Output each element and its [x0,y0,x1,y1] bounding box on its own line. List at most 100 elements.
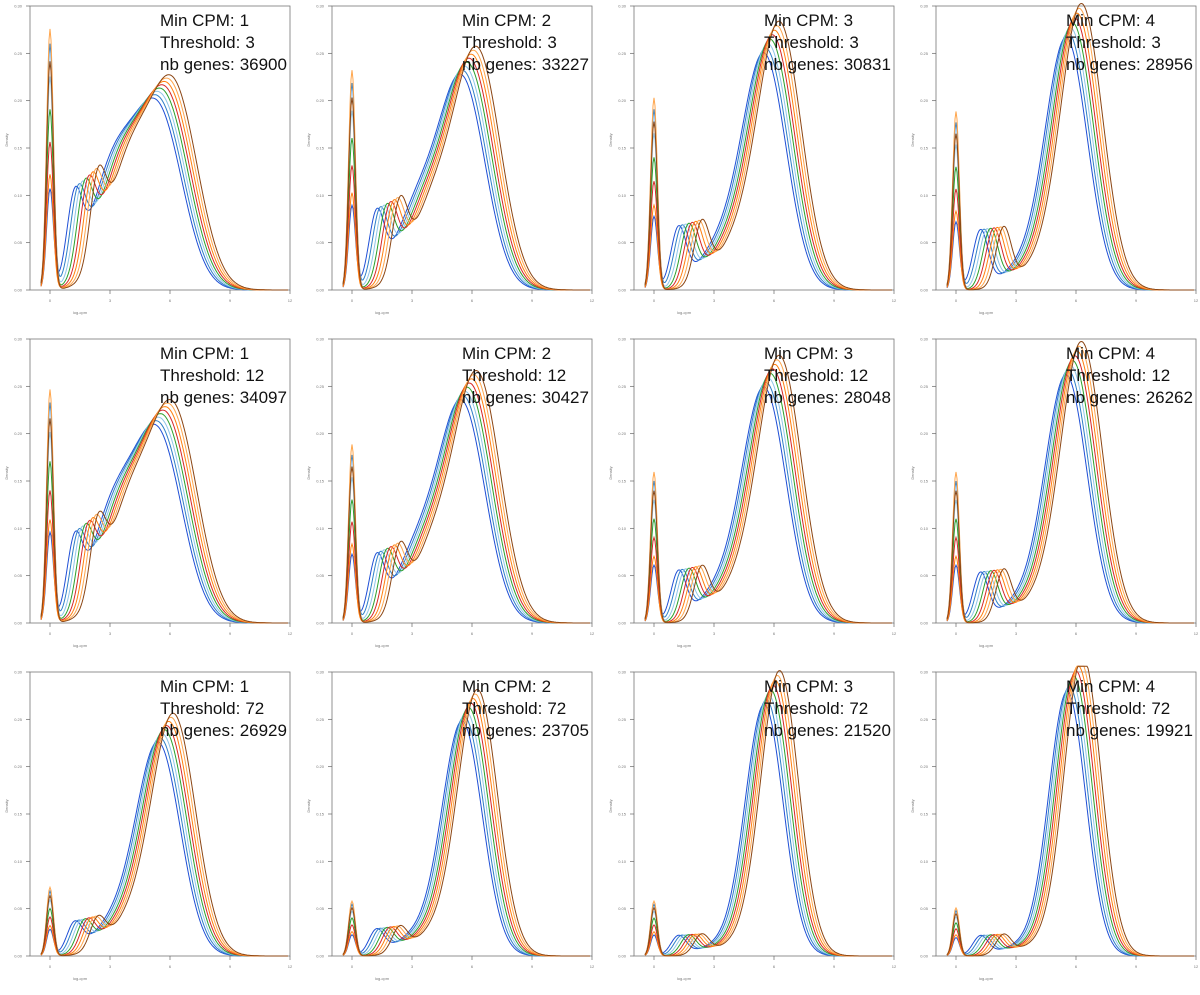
threshold-value: 12 [245,366,265,385]
nb-genes-row: nb genes: 28956 [1066,54,1193,76]
threshold-label: Threshold: [1066,699,1147,718]
y-tick-label: 0.20 [920,98,929,103]
y-tick-label: 0.15 [316,146,325,151]
sample-density-line [342,65,590,291]
y-tick-label: 0.15 [14,146,23,151]
y-tick-label: 0.10 [618,193,627,198]
nb-genes-label: nb genes: [764,721,839,740]
y-tick-label: 0.00 [14,288,23,293]
nb-genes-row: nb genes: 33227 [462,54,589,76]
y-tick-label: 0.05 [920,240,929,245]
density-panel: 0 3 6 9 12 0.00 0.05 0.10 0.15 0.20 0.25 0.30 log-cp… [604,666,904,995]
nb-genes-label: nb genes: [1066,721,1141,740]
threshold-row: Threshold: 12 [160,365,287,387]
y-tick-label: 0.00 [618,288,627,293]
y-tick-label: 0.05 [618,573,627,578]
threshold-label: Threshold: [462,699,543,718]
y-tick-label: 0.10 [920,193,929,198]
x-tick-label: 0 [49,631,52,636]
nb-genes-value: 36900 [239,55,287,74]
y-tick-label: 0.30 [14,4,23,9]
y-tick-label: 0.30 [920,337,929,342]
y-axis-label: Density [306,133,311,146]
nb-genes-value: 34097 [239,388,287,407]
threshold-value: 3 [1151,33,1161,52]
x-tick-label: 6 [169,298,172,303]
y-tick-label: 0.05 [316,906,325,911]
panel-annotation: Min CPM: 3 Threshold: 3 nb genes: 30831 [764,10,891,76]
y-tick-label: 0.25 [14,384,23,389]
y-tick-label: 0.05 [14,573,23,578]
sample-density-line [342,57,590,291]
threshold-value: 72 [849,699,869,718]
panel-annotation: Min CPM: 2 Threshold: 3 nb genes: 33227 [462,10,589,76]
min-cpm-value: 3 [843,11,854,30]
sample-density-line [342,49,590,291]
x-tick-label: 3 [1015,631,1018,636]
x-tick-label: 9 [1135,964,1138,969]
sample-density-line [40,409,288,624]
threshold-value: 72 [245,699,265,718]
x-tick-label: 6 [1075,631,1078,636]
min-cpm-row: Min CPM: 1 [160,676,287,698]
x-tick-label: 6 [169,631,172,636]
threshold-label: Threshold: [764,699,845,718]
density-plot: 0 3 6 9 12 0.00 0.05 0.10 0.15 0.20 0.25 0.30 log-cp… [910,337,1199,649]
min-cpm-row: Min CPM: 3 [764,676,891,698]
y-tick-label: 0.15 [316,812,325,817]
nb-genes-value: 21520 [843,721,891,740]
threshold-row: Threshold: 3 [462,32,589,54]
y-tick-label: 0.10 [618,526,627,531]
sample-density-line [644,43,892,291]
density-panel: 0 3 6 9 12 0.00 0.05 0.10 0.15 0.20 0.25 0.30 log-cp… [604,333,904,662]
density-panel: 0 3 6 9 12 0.00 0.05 0.10 0.15 0.20 0.25 0.30 log-cp… [302,333,602,662]
x-axis-label: log-cpm [677,643,692,648]
sample-density-line [644,38,892,291]
sample-density-line [644,372,892,624]
x-axis-label: log-cpm [375,310,390,315]
x-tick-label: 12 [590,964,595,969]
y-tick-label: 0.10 [316,526,325,531]
y-tick-label: 0.00 [920,288,929,293]
y-tick-label: 0.30 [920,670,929,675]
density-panel: 0 3 6 9 12 0.00 0.05 0.10 0.15 0.20 0.25 0.30 log-cp… [0,333,300,662]
nb-genes-label: nb genes: [1066,388,1141,407]
nb-genes-row: nb genes: 26262 [1066,387,1193,409]
threshold-value: 12 [547,366,567,385]
min-cpm-value: 3 [843,677,854,696]
y-tick-label: 0.10 [316,193,325,198]
x-tick-label: 6 [169,964,172,969]
x-axis-label: log-cpm [375,976,390,981]
min-cpm-label: Min CPM: [462,11,537,30]
x-tick-label: 6 [773,964,776,969]
x-tick-label: 12 [288,964,293,969]
panel-annotation: Min CPM: 2 Threshold: 72 nb genes: 23705 [462,676,589,742]
y-tick-label: 0.25 [920,384,929,389]
threshold-row: Threshold: 72 [160,698,287,720]
y-tick-label: 0.05 [618,240,627,245]
x-tick-label: 9 [833,631,836,636]
y-tick-label: 0.30 [316,670,325,675]
density-plot: 0 3 6 9 12 0.00 0.05 0.10 0.15 0.20 0.25 0.30 log-cp… [306,4,595,316]
y-tick-label: 0.30 [920,4,929,9]
threshold-value: 12 [849,366,869,385]
sample-density-line [946,665,1194,957]
sample-density-line [342,369,590,624]
x-tick-label: 9 [1135,298,1138,303]
sample-density-line [644,354,892,624]
min-cpm-row: Min CPM: 2 [462,10,589,32]
y-tick-label: 0.30 [316,337,325,342]
sample-density-line [342,715,590,957]
x-tick-label: 9 [833,964,836,969]
x-axis-label: log-cpm [979,310,994,315]
threshold-label: Threshold: [462,33,543,52]
x-tick-label: 6 [773,631,776,636]
y-tick-label: 0.00 [14,621,23,626]
y-tick-label: 0.30 [618,4,627,9]
x-tick-label: 0 [955,631,958,636]
min-cpm-label: Min CPM: [764,344,839,363]
nb-genes-value: 26929 [239,721,287,740]
x-tick-label: 12 [892,631,897,636]
threshold-value: 3 [849,33,859,52]
threshold-label: Threshold: [764,366,845,385]
